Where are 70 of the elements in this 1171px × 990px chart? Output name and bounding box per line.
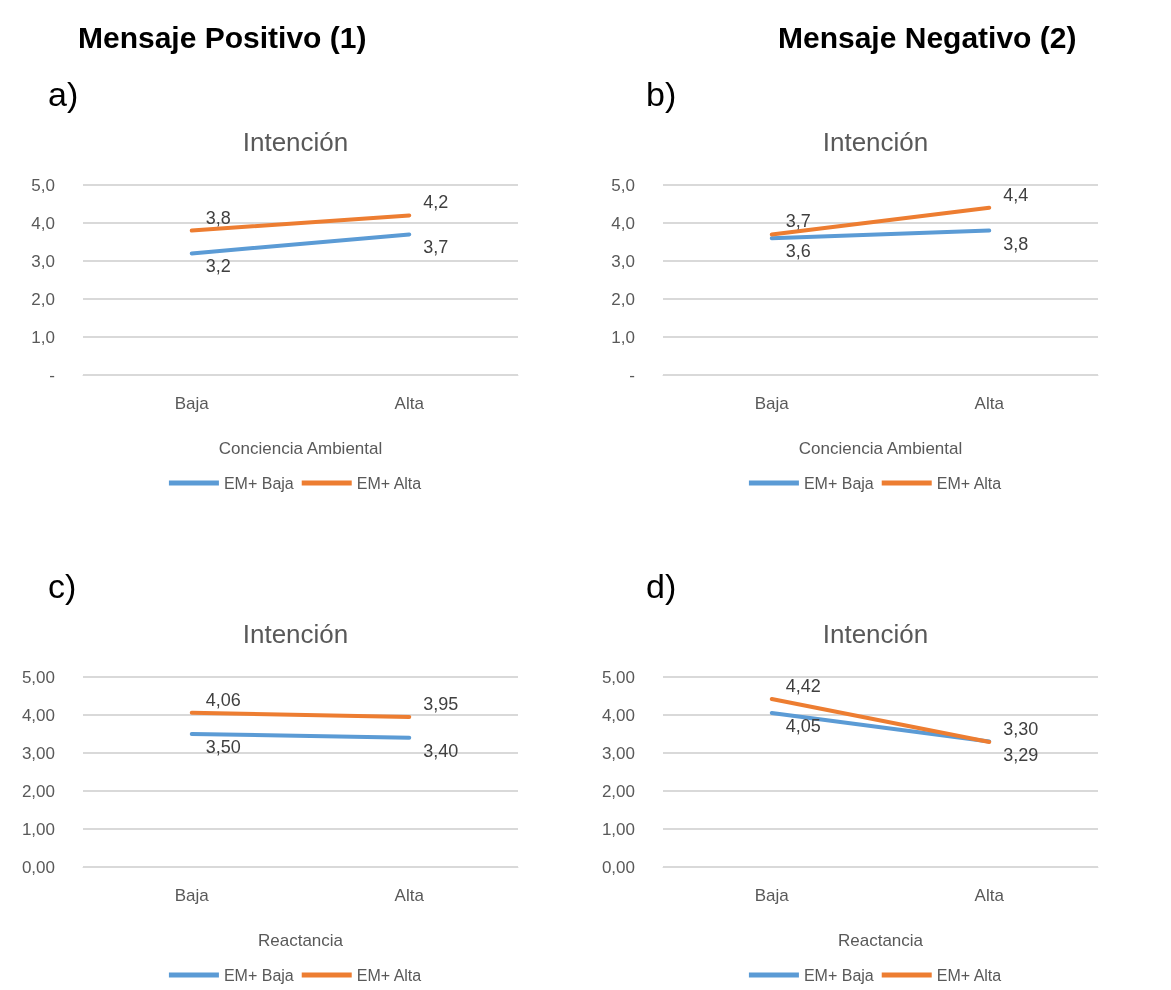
data-label: 3,29 (1003, 744, 1039, 765)
y-tick-label: 4,00 (21, 705, 55, 725)
x-axis-title: Conciencia Ambiental (798, 439, 963, 458)
y-tick-label: 3,0 (611, 251, 635, 271)
legend-label: EM+ Alta (356, 474, 422, 492)
x-tick-label: Alta (974, 394, 1005, 413)
y-tick-label: 0,00 (601, 857, 635, 877)
x-tick-label: Baja (754, 394, 790, 413)
y-tick-label: 5,0 (611, 175, 635, 195)
y-tick-label: 2,00 (21, 781, 55, 801)
data-label: 3,6 (785, 241, 811, 262)
y-tick-label: - (49, 365, 55, 385)
data-label: 3,7 (423, 237, 449, 258)
data-label: 4,05 (785, 716, 821, 737)
text: a) (47, 74, 80, 115)
y-tick-label: 3,0 (31, 251, 55, 271)
legend-label: EM+ Alta (936, 966, 1002, 984)
x-tick-label: Alta (394, 394, 425, 413)
data-label: 4,4 (1003, 184, 1029, 205)
y-tick-label: 3,00 (21, 743, 55, 763)
y-tick-label: 5,00 (601, 667, 635, 687)
y-tick-label: 5,0 (31, 175, 55, 195)
x-tick-label: Baja (174, 886, 210, 905)
data-label: 3,50 (205, 737, 241, 757)
legend-label: EM+ Baja (803, 474, 874, 492)
chart-title: Intención (242, 127, 349, 157)
text: d) (645, 566, 678, 607)
chart-title: Intención (822, 619, 929, 649)
y-tick-label: - (629, 365, 635, 385)
y-tick-label: 1,00 (21, 819, 55, 839)
y-tick-label: 1,00 (601, 819, 635, 839)
x-tick-label: Baja (174, 394, 210, 413)
x-tick-label: Alta (394, 886, 425, 905)
x-axis-title: Conciencia Ambiental (218, 439, 383, 458)
data-label: 3,40 (423, 740, 459, 761)
x-axis-title: Reactancia (837, 931, 924, 950)
x-tick-label: Baja (754, 886, 790, 905)
y-tick-label: 5,00 (21, 667, 55, 687)
data-label: 3,7 (785, 211, 811, 232)
data-label: 3,8 (1003, 233, 1029, 254)
y-tick-label: 1,0 (31, 327, 55, 347)
data-label: 3,95 (423, 693, 459, 714)
data-label: 3,2 (205, 256, 231, 277)
x-tick-label: Alta (974, 886, 1005, 905)
legend-label: EM+ Alta (936, 474, 1002, 492)
y-tick-label: 4,00 (601, 705, 635, 725)
y-tick-label: 2,0 (31, 289, 55, 309)
y-tick-label: 0,00 (21, 857, 55, 877)
y-tick-label: 1,0 (611, 327, 635, 347)
chart-title: Intención (822, 127, 929, 157)
legend-label: EM+ Baja (803, 966, 874, 984)
text: Mensaje Positivo (1) (78, 21, 367, 55)
data-label: 4,2 (423, 192, 449, 213)
y-tick-label: 3,00 (601, 743, 635, 763)
data-label: 4,42 (785, 676, 821, 697)
text: Mensaje Negativo (2) (778, 21, 1077, 55)
x-axis-title: Reactancia (257, 931, 344, 950)
y-tick-label: 4,0 (611, 213, 635, 233)
y-tick-label: 4,0 (31, 213, 55, 233)
y-tick-label: 2,00 (601, 781, 635, 801)
text: c) (47, 566, 78, 607)
data-label: 4,06 (205, 689, 241, 710)
legend-label: EM+ Baja (223, 966, 294, 984)
chart-title: Intención (242, 619, 349, 649)
legend-label: EM+ Alta (356, 966, 422, 984)
data-label: 3,30 (1003, 718, 1039, 739)
y-tick-label: 2,0 (611, 289, 635, 309)
legend-label: EM+ Baja (223, 474, 294, 492)
text: b) (645, 74, 678, 115)
data-label: 3,8 (205, 207, 231, 228)
